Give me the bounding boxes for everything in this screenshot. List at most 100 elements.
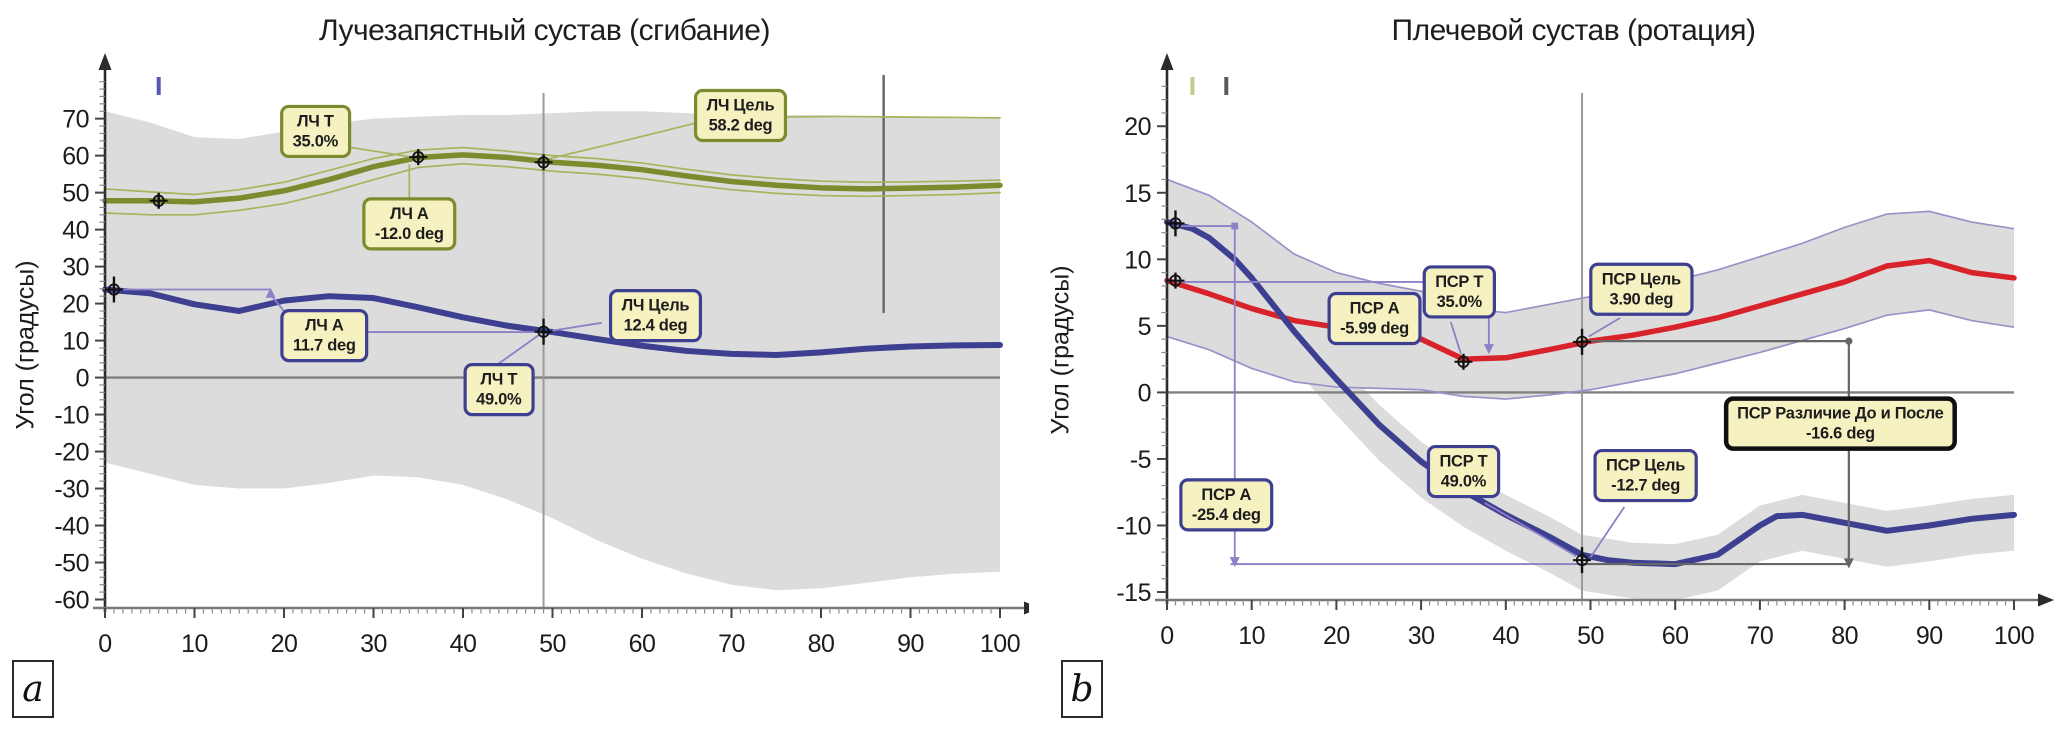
y-tick-label: -10 [54, 402, 89, 430]
connector-7 [1484, 502, 1577, 557]
x-tick-label: 0 [98, 630, 111, 658]
x-tick-label: 30 [1408, 622, 1435, 650]
x-tick-label: 100 [980, 630, 1020, 658]
svg-text:ПСР А-25.4 deg: ПСР А -25.4 deg [1192, 486, 1261, 524]
y-tick-label: -40 [54, 513, 89, 541]
band-edge-lower [1166, 309, 2015, 400]
y-tick-label: -50 [54, 550, 89, 578]
crosshair-marker [1166, 272, 1185, 289]
x-tick-label: 60 [629, 630, 656, 658]
series-blue-main [1164, 219, 2017, 568]
y-tick-label: -10 [1116, 512, 1151, 540]
chart-b-title: Плечевой сустав (ротация) [1391, 14, 1756, 47]
crosshair-marker [534, 318, 553, 345]
x-tick-label: 20 [1323, 622, 1350, 650]
y-tick-label: 5 [1138, 313, 1151, 341]
y-tick-label: 20 [1124, 113, 1151, 141]
x-tick-label: 70 [1746, 622, 1773, 650]
x-tick-label: 20 [271, 630, 298, 658]
y-tick-label: -60 [54, 586, 89, 614]
y-tick-label: -20 [54, 439, 89, 467]
annotation-lch-t-49: ЛЧ Т 49.0% [463, 363, 535, 417]
y-axis-arrow-icon [1160, 53, 1174, 70]
x-tick-label: 40 [1492, 622, 1519, 650]
chart-b-shoulder-rotation: 0 10 20 30 40 50 60 70 80 90 100 -15 -10 -5 0 5 10 15 20 ПС… [1116, 53, 2054, 650]
crosshair-marker [1454, 353, 1473, 370]
y-tick-label: 30 [62, 254, 89, 282]
annotation-psr-goal-127: ПСР Цель -12.7 deg [1593, 448, 1698, 503]
y-tick-label: -5 [1130, 446, 1151, 474]
x-tick-label: 50 [539, 630, 566, 658]
y-tick-label: 40 [62, 217, 89, 245]
annotation-psr-a-599: ПСР А -5.99 deg [1327, 291, 1422, 346]
svg-text:ЛЧ А-12.0 deg: ЛЧ А -12.0 deg [375, 205, 444, 243]
y-tick-label: 10 [1124, 246, 1151, 274]
axes: 0 10 20 30 40 50 60 70 80 90 100 -15 -10 -5 0 5 10 15 20 [1116, 53, 2054, 650]
y-tick-label: 70 [62, 106, 89, 134]
panel-a-corner-label: a [12, 660, 54, 718]
svg-text:ЛЧ А11.7 deg: ЛЧ А 11.7 deg [293, 317, 356, 355]
x-tick-label: 90 [897, 630, 924, 658]
svg-text:ПСР Различие До и После-16.6 d: ПСР Различие До и После -16.6 deg [1737, 405, 1944, 443]
crosshair-marker [104, 276, 123, 303]
y-tick-label: 0 [1138, 379, 1151, 407]
connector-5 [1449, 321, 1462, 355]
chart-b-ylabel: Угол (градусы) [1046, 265, 1075, 435]
axes: 0 10 20 30 40 50 60 70 80 90 100-60-50-40-30-20-10… [54, 53, 1029, 658]
annotation-lch-a-neg12: ЛЧ А -12.0 deg [362, 197, 457, 251]
connector-6 [1588, 317, 1621, 338]
x-tick-label: 40 [450, 630, 477, 658]
x-tick-label: 30 [360, 630, 387, 658]
annotation-psr-a-254: ПСР А -25.4 deg [1179, 478, 1274, 532]
y-tick-label: -15 [1116, 579, 1151, 607]
connector-6 [350, 146, 413, 158]
svg-text:ПСР А-5.99 deg: ПСР А -5.99 deg [1340, 300, 1409, 338]
crosshair-marker [1573, 547, 1592, 574]
y-axis-arrow-icon [98, 53, 112, 70]
svg-text:ПСР Цель-12.7 deg: ПСР Цель -12.7 deg [1606, 457, 1685, 495]
y-tick-label: 60 [62, 143, 89, 171]
x-axis-arrow-icon [2038, 593, 2054, 607]
connector-4 [552, 321, 602, 332]
y-tick-label: 15 [1124, 180, 1151, 208]
y-tick-label: 50 [62, 180, 89, 208]
x-tick-label: 60 [1662, 622, 1689, 650]
y-tick-label: 0 [76, 365, 89, 393]
annotation-lch-t-35: ЛЧ Т 35.0% [280, 104, 352, 159]
crosshair-marker [149, 192, 168, 209]
annotation-lch-goal-582: ЛЧ Цель 58.2 deg [693, 88, 788, 143]
arrow-up-icon [265, 287, 276, 298]
series-olive-lower-envelope [104, 162, 1001, 216]
svg-text:ПСР Т49.0%: ПСР Т 49.0% [1439, 453, 1487, 491]
panel-b-corner-label: b [1061, 660, 1103, 718]
square-end-icon [1231, 222, 1239, 230]
crosshair-marker [409, 149, 428, 166]
chart-a-wrist-flexion: 0 10 20 30 40 50 60 70 80 90 100-60-50-40-30-20-10… [54, 53, 1029, 658]
crosshair-marker [534, 154, 553, 171]
x-tick-label: 100 [1994, 622, 2034, 650]
x-tick-label: 0 [1160, 622, 1173, 650]
svg-text:ПСР Т35.0%: ПСР Т 35.0% [1435, 273, 1483, 311]
connector-8 [1589, 506, 1626, 558]
crosshair-marker [1166, 210, 1185, 237]
band-norm-band [105, 111, 1000, 591]
x-tick-label: 90 [1916, 622, 1943, 650]
x-tick-label: 80 [1831, 622, 1858, 650]
crosshair-marker [1573, 328, 1592, 355]
svg-text:ЛЧ Т49.0%: ЛЧ Т 49.0% [476, 371, 522, 409]
y-tick-label: -30 [54, 476, 89, 504]
annotation-lch-a-117: ЛЧ А 11.7 deg [280, 309, 369, 363]
chart-a-ylabel: Угол (градусы) [11, 260, 40, 430]
x-tick-label: 10 [1238, 622, 1265, 650]
annotation-psr-t-35: ПСР Т 35.0% [1422, 265, 1497, 319]
x-tick-label: 70 [718, 630, 745, 658]
annotation-psr-goal-390: ПСР Цель 3.90 deg [1589, 262, 1694, 316]
svg-text:ЛЧ Т35.0%: ЛЧ Т 35.0% [293, 112, 339, 150]
annotation-psr-t-49: ПСР Т 49.0% [1426, 444, 1501, 499]
series-olive-upper-envelope [104, 146, 1001, 196]
x-tick-label: 10 [181, 630, 208, 658]
